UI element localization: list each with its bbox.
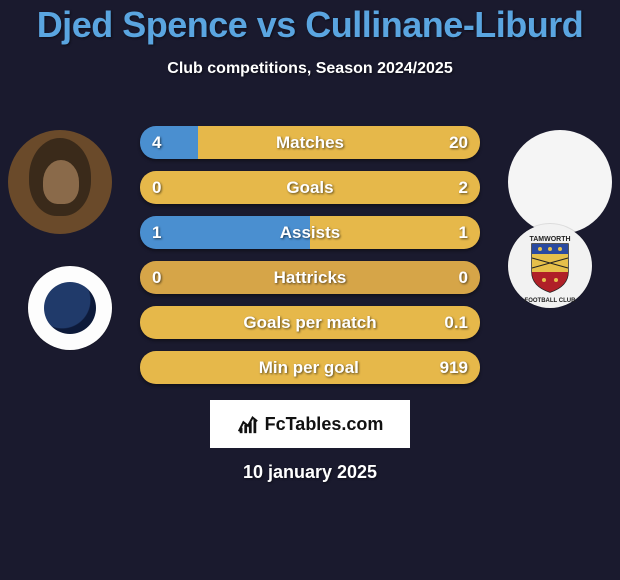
stat-value-right: 1 (442, 223, 468, 243)
stat-value-right: 919 (440, 358, 468, 378)
stat-label: Matches (178, 133, 442, 153)
stat-value-left: 4 (152, 133, 178, 153)
comparison-panel: TAMWORTH FOOTBALL CLUB 4Matches200Goals2… (0, 126, 620, 384)
stat-bar: 0Hattricks0 (140, 261, 480, 294)
player-silhouette-icon (29, 138, 91, 216)
stat-bar: Min per goal919 (140, 351, 480, 384)
club-logo-right: TAMWORTH FOOTBALL CLUB (508, 224, 592, 308)
date-text: 10 january 2025 (0, 462, 620, 483)
stat-label: Assists (178, 223, 442, 243)
club-logo-left (28, 266, 112, 350)
stat-value-left: 0 (152, 268, 178, 288)
stat-label: Goals (178, 178, 442, 198)
brand-chart-icon (237, 413, 259, 435)
stat-bar: 4Matches20 (140, 126, 480, 159)
bar-overlay: 0Hattricks0 (140, 261, 480, 294)
stat-value-right: 0.1 (442, 313, 468, 333)
stat-label: Goals per match (178, 313, 442, 333)
stat-bar: 1Assists1 (140, 216, 480, 249)
stat-bars: 4Matches200Goals21Assists10Hattricks0Goa… (140, 126, 480, 384)
subtitle: Club competitions, Season 2024/2025 (0, 60, 620, 78)
player-photo-right (508, 130, 612, 234)
svg-text:TAMWORTH: TAMWORTH (529, 236, 570, 243)
stat-label: Min per goal (178, 358, 440, 378)
stat-value-right: 20 (442, 133, 468, 153)
stat-bar: Goals per match0.1 (140, 306, 480, 339)
page-title: Djed Spence vs Cullinane-Liburd (0, 0, 620, 46)
stat-bar: 0Goals2 (140, 171, 480, 204)
stat-value-right: 2 (442, 178, 468, 198)
brand-label: FcTables.com (265, 414, 384, 435)
stat-value-left: 1 (152, 223, 178, 243)
stat-label: Hattricks (178, 268, 442, 288)
svg-text:FOOTBALL CLUB: FOOTBALL CLUB (525, 298, 577, 304)
bar-overlay: Min per goal919 (140, 351, 480, 384)
bar-overlay: Goals per match0.1 (140, 306, 480, 339)
stat-value-right: 0 (442, 268, 468, 288)
bar-overlay: 4Matches20 (140, 126, 480, 159)
player-photo-left (8, 130, 112, 234)
stat-value-left: 0 (152, 178, 178, 198)
bar-overlay: 0Goals2 (140, 171, 480, 204)
bar-overlay: 1Assists1 (140, 216, 480, 249)
brand-badge: FcTables.com (210, 400, 410, 448)
